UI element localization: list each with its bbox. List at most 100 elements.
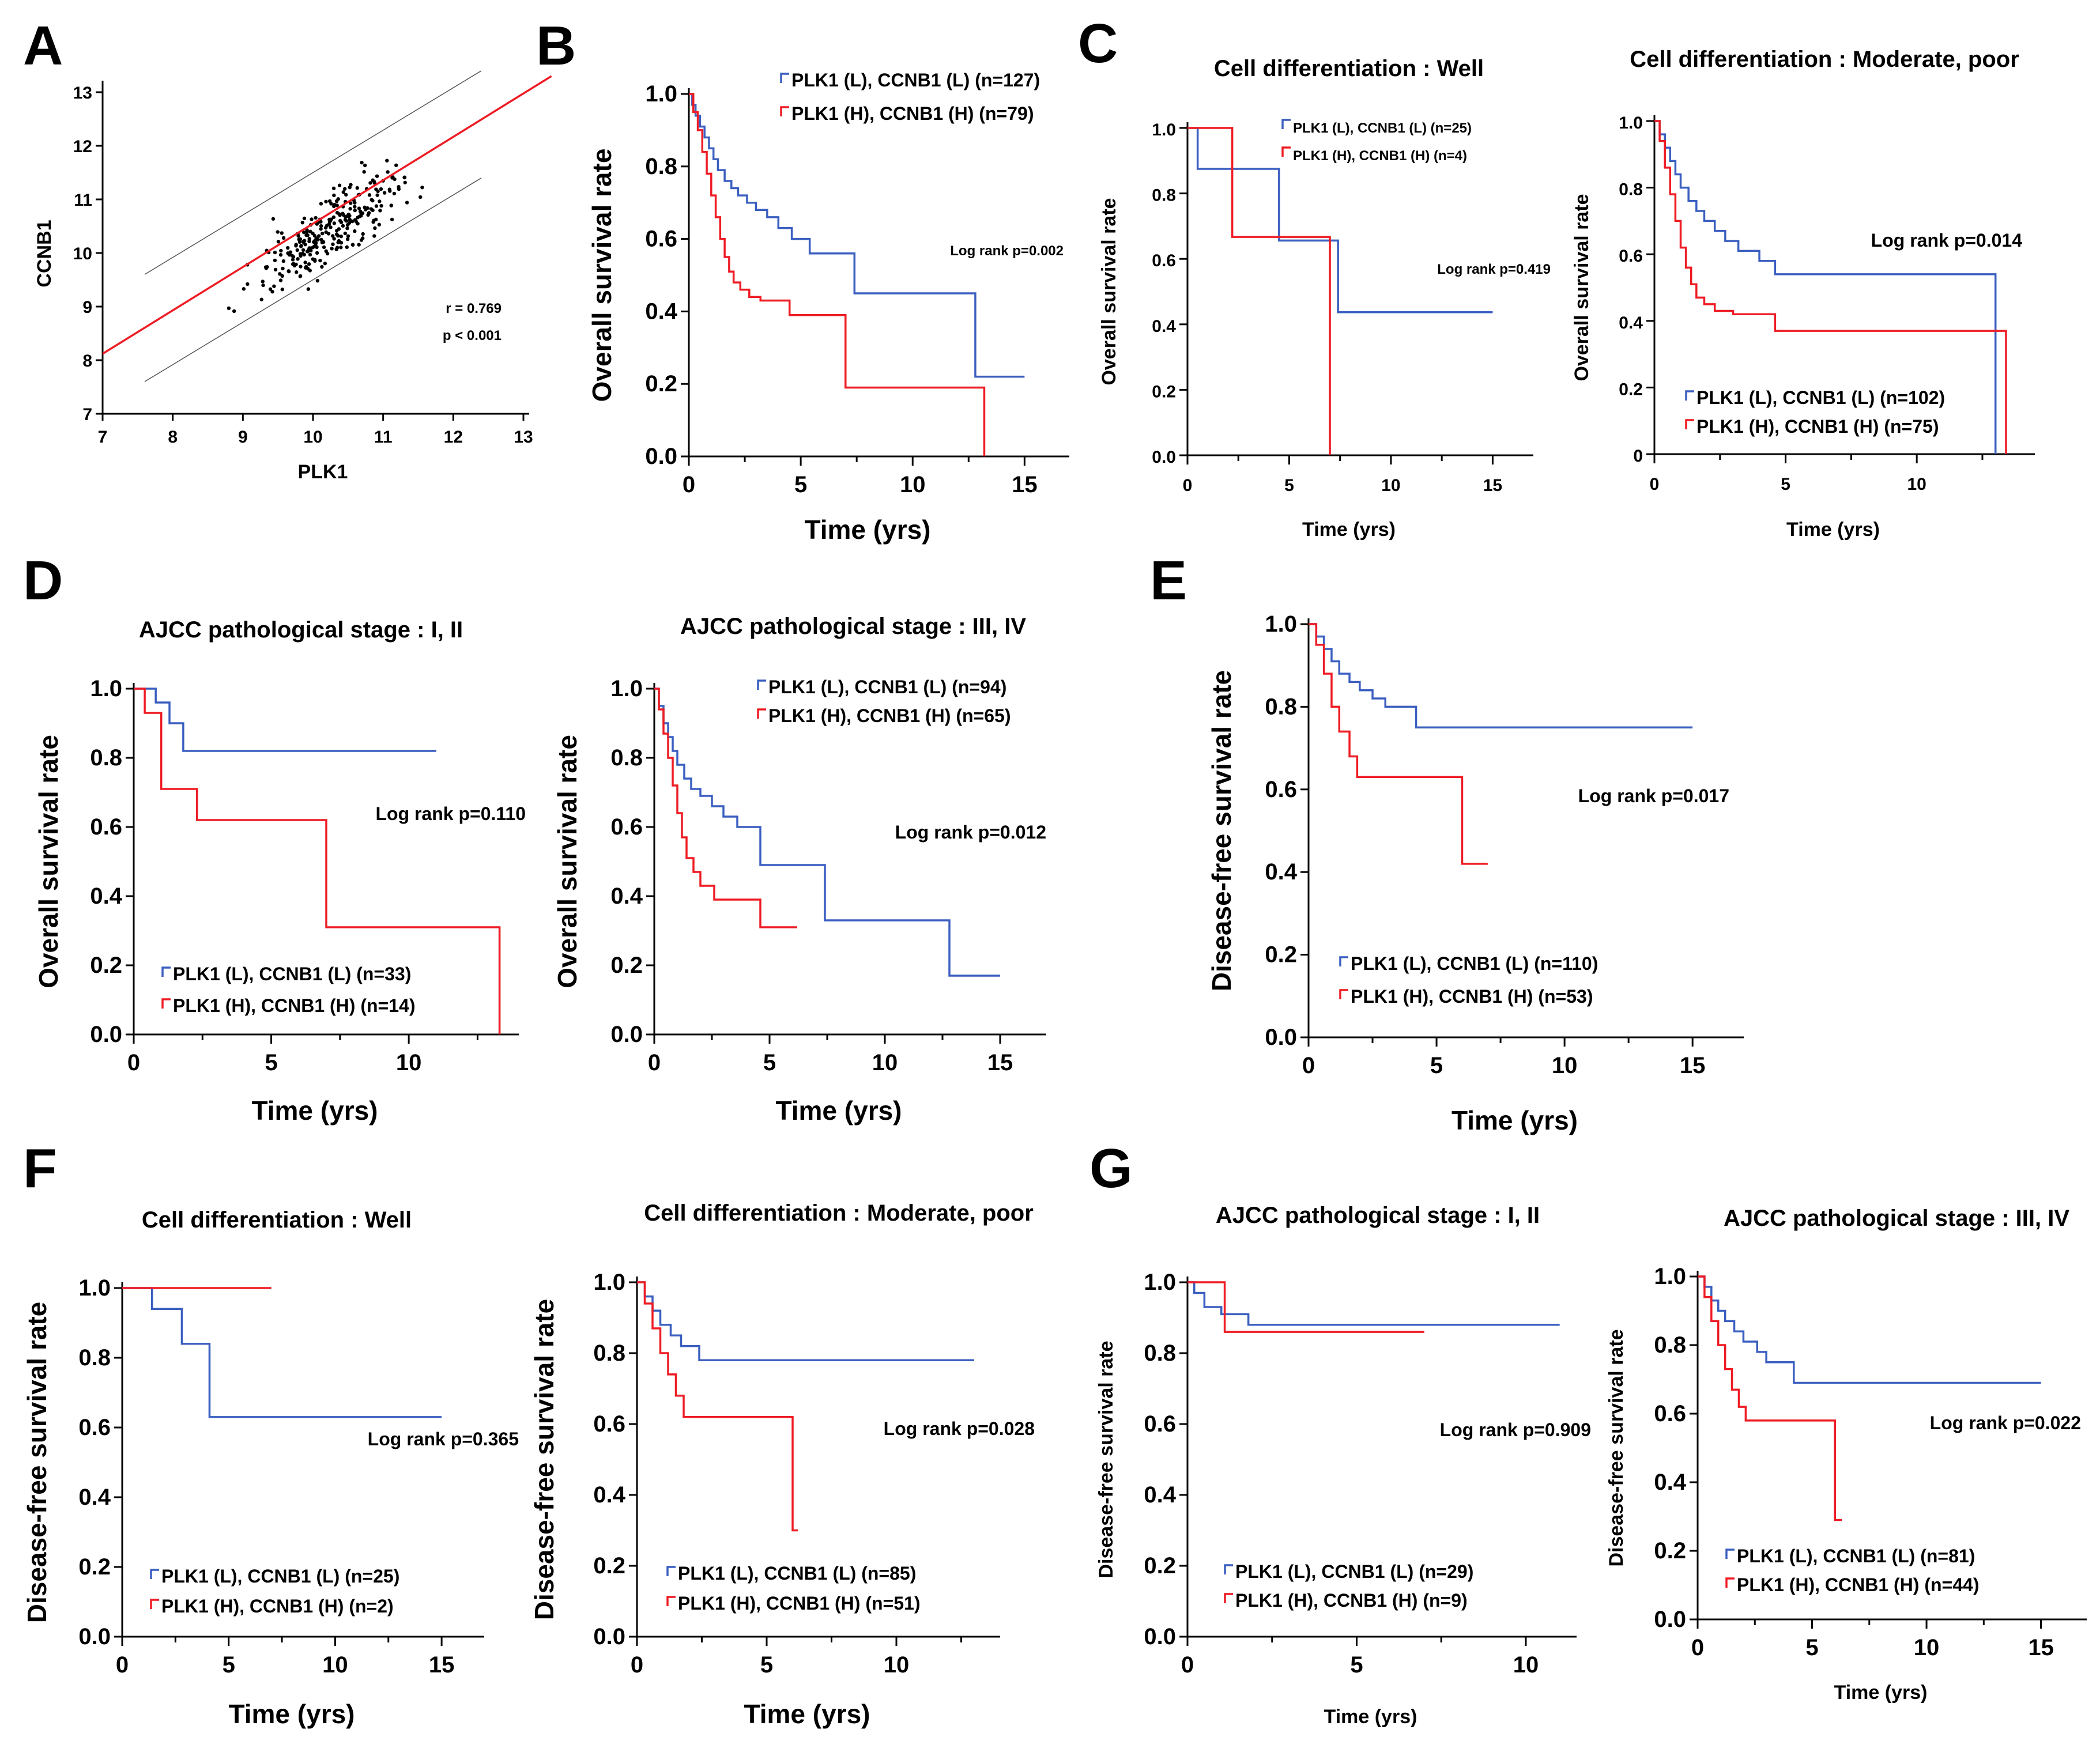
legend-swatch — [1685, 390, 1694, 401]
km-curve-low — [637, 1281, 974, 1362]
x-axis-label: Time (yrs) — [804, 515, 930, 545]
y-axis-label: CCNB1 — [33, 220, 55, 287]
prediction-band-upper — [144, 70, 482, 275]
x-tick-label: 12 — [444, 428, 463, 447]
legend-swatch — [1224, 1593, 1233, 1603]
y-tick-label: 1.0 — [645, 81, 677, 107]
chart-a: 7 8 9 10 11 12 13 7 8 9 10 11 12 13 PLK1 CCNB1 r = 0.769… — [33, 70, 552, 483]
scatter-point — [302, 252, 306, 257]
legend-swatch — [1685, 419, 1694, 429]
scatter-point — [338, 213, 342, 217]
scatter-point — [339, 246, 343, 250]
km-curve-low — [134, 688, 436, 752]
scatter-point — [272, 284, 276, 288]
pvalue-annotation: Log rank p=0.028 — [884, 1418, 1035, 1439]
scatter-point — [405, 201, 409, 205]
y-tick-label: 0.0 — [1152, 448, 1176, 467]
km-curve-low — [654, 688, 1000, 977]
x-tick-label: 10 — [884, 1652, 910, 1678]
scatter-point — [319, 237, 323, 242]
x-tick-label: 5 — [763, 1050, 776, 1075]
scatter-point — [276, 240, 281, 244]
chart-title: AJCC pathological stage : I, II — [1216, 1203, 1540, 1228]
chart-title: Cell differentiation : Well — [142, 1207, 412, 1233]
km-curve-high — [134, 688, 501, 1034]
scatter-point — [333, 202, 337, 207]
y-tick-label: 0.0 — [593, 1624, 625, 1649]
y-tick-label: 0.4 — [1265, 859, 1297, 885]
scatter-point — [318, 258, 322, 263]
scatter-point — [346, 213, 350, 218]
legend-entry: PLK1 (H), CCNB1 (H) (n=4) — [1293, 148, 1467, 164]
scatter-point — [299, 244, 303, 248]
panel-label-c: C — [1078, 13, 1118, 74]
scatter-point — [336, 233, 340, 238]
y-tick-label: 0.6 — [1265, 777, 1297, 802]
scatter-point — [327, 199, 332, 203]
y-tick-label: 0.6 — [1152, 251, 1176, 270]
scatter-point — [341, 224, 345, 228]
scatter-point — [348, 185, 352, 190]
y-tick-label: 0.4 — [78, 1485, 111, 1510]
scatter-point — [374, 204, 379, 208]
scatter-point — [242, 287, 246, 291]
scatter-point — [342, 187, 347, 191]
prediction-band-lower — [144, 178, 482, 382]
scatter-point — [336, 240, 340, 244]
scatter-point — [397, 187, 401, 191]
chart-title: AJCC pathological stage : I, II — [139, 617, 463, 643]
legend-entry: PLK1 (H), CCNB1 (H) (n=75) — [1696, 416, 1939, 437]
scatter-point — [339, 240, 344, 245]
scatter-point — [373, 226, 377, 231]
scatter-point — [305, 228, 309, 232]
scatter-point — [353, 201, 357, 205]
pvalue-annotation: Log rank p=0.909 — [1440, 1419, 1591, 1440]
y-tick-label: 0.6 — [1144, 1411, 1176, 1437]
km-curve-high — [1698, 1275, 1842, 1521]
panel-label-f: F — [23, 1138, 57, 1199]
y-tick-label: 0.4 — [90, 883, 122, 909]
legend-swatch — [1281, 119, 1291, 129]
y-tick-label: 0.8 — [593, 1340, 625, 1366]
legend-swatch — [780, 106, 789, 116]
x-tick-label: 15 — [1012, 472, 1038, 497]
chart-f1: Cell differentiation : Well 0.0 0.2 0.4 0.6 0… — [22, 1207, 519, 1729]
scatter-point — [343, 218, 348, 222]
scatter-point — [295, 270, 299, 274]
scatter-point — [323, 261, 327, 266]
scatter-point — [366, 213, 370, 217]
x-tick-label: 10 — [1914, 1635, 1940, 1660]
scatter-point — [322, 245, 326, 250]
scatter-point — [299, 265, 303, 269]
y-tick-label: 0.6 — [645, 226, 677, 252]
x-axis-label: Time (yrs) — [1786, 519, 1880, 541]
x-tick-label: 9 — [238, 428, 248, 447]
y-tick-label: 0.6 — [1654, 1401, 1686, 1426]
scatter-point — [273, 250, 277, 255]
y-tick-label: 0.2 — [78, 1554, 111, 1580]
y-axis-label: Disease-free survival rate — [1207, 670, 1236, 991]
scatter-point — [343, 231, 348, 236]
scatter-point — [303, 260, 307, 265]
legend-entry: PLK1 (H), CCNB1 (H) (n=51) — [678, 1593, 920, 1614]
y-tick-label: 1.0 — [1144, 1270, 1176, 1295]
scatter-point — [296, 257, 300, 261]
y-axis-label: Overall survival rate — [552, 735, 582, 988]
y-tick-label: 0 — [1633, 447, 1643, 466]
scatter-point — [394, 163, 398, 168]
scatter-point — [376, 189, 380, 194]
scatter-point — [324, 199, 328, 203]
scatter-point — [312, 244, 316, 248]
x-axis-label: Time (yrs) — [1324, 1706, 1417, 1728]
scatter-point — [308, 229, 312, 234]
legend-entry: PLK1 (L), CCNB1 (L) (n=25) — [161, 1566, 399, 1587]
y-tick-label: 0.4 — [1144, 1482, 1176, 1508]
scatter-point — [307, 239, 311, 243]
x-tick-label: 5 — [1805, 1635, 1818, 1660]
y-tick-label: 0.2 — [1152, 382, 1176, 401]
scatter-point — [335, 229, 339, 233]
scatter-point — [307, 246, 311, 250]
x-tick-label: 5 — [265, 1050, 277, 1075]
x-tick-label: 0 — [1181, 1652, 1194, 1678]
